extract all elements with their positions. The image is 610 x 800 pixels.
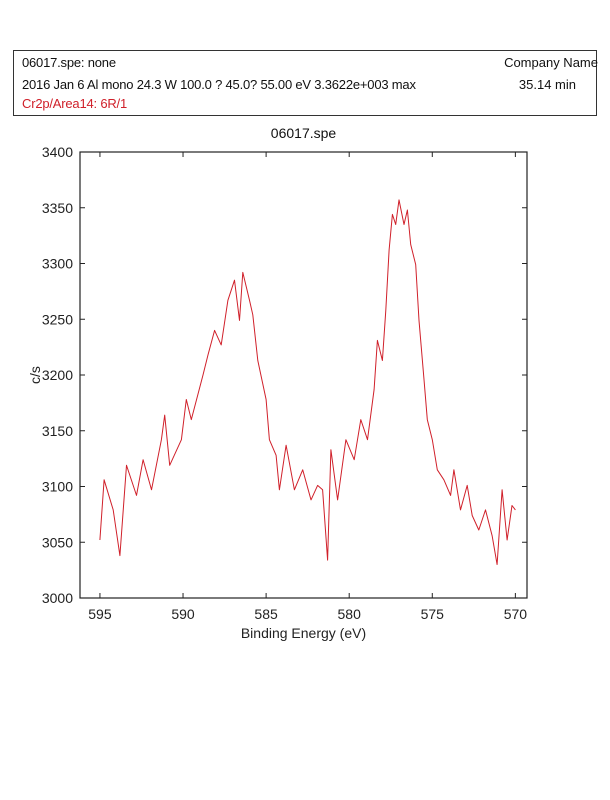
acquisition-duration: 35.14 min — [518, 77, 576, 92]
spectrum-trace — [99, 199, 516, 565]
x-tick-label: 595 — [88, 606, 112, 622]
x-tick-label: 570 — [504, 606, 528, 622]
x-tick-label: 580 — [338, 606, 362, 622]
y-tick-label: 3000 — [42, 590, 73, 606]
y-tick-label: 3350 — [42, 200, 73, 216]
y-axis-label: c/s — [27, 366, 43, 384]
chart-title: 06017.spe — [270, 125, 337, 141]
y-tick-label: 3050 — [42, 534, 73, 550]
y-axis-ticks: 3000 3050 3100 3150 3200 3250 3300 3350 3400 — [42, 144, 527, 606]
x-axis-label: Binding Energy (eV) — [241, 625, 366, 641]
file-name-line: 06017.spe: none — [22, 55, 116, 70]
y-tick-label: 3300 — [42, 256, 73, 272]
region-label: Cr2p/Area14: 6R/1 — [22, 96, 127, 111]
x-tick-label: 575 — [421, 606, 445, 622]
x-axis-ticks: 595 590 585 580 575 570 — [88, 152, 527, 622]
company-name: Company Name — [504, 55, 598, 70]
acquisition-parameters: 2016 Jan 6 Al mono 24.3 W 100.0 ? 45.0? … — [22, 77, 416, 92]
plot-frame — [79, 151, 528, 599]
y-tick-label: 3200 — [42, 367, 73, 383]
x-tick-label: 585 — [254, 606, 278, 622]
x-tick-label: 590 — [171, 606, 195, 622]
y-tick-label: 3250 — [42, 311, 73, 327]
y-tick-label: 3400 — [42, 144, 73, 160]
y-tick-label: 3150 — [42, 423, 73, 439]
y-tick-label: 3100 — [42, 479, 73, 495]
spectrum-info-header: 06017.spe: none Company Name 2016 Jan 6 … — [13, 50, 598, 116]
